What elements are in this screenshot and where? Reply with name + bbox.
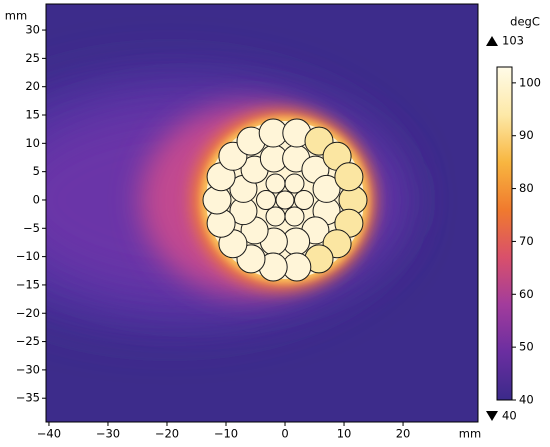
max-marker <box>486 36 498 46</box>
y-tick-label: 5 <box>33 164 40 178</box>
wire <box>312 174 341 203</box>
x-tick-label: −20 <box>155 427 179 441</box>
y-tick-label: −5 <box>23 221 40 235</box>
y-axis-unit: mm <box>5 9 27 23</box>
y-tick-label: −15 <box>16 277 40 291</box>
colorbar-tick-label: 50 <box>519 340 534 354</box>
y-tick-label: −25 <box>16 334 40 348</box>
temperature-field <box>46 4 478 422</box>
y-tick-label: −30 <box>16 362 40 376</box>
y-tick-label: 20 <box>25 79 40 93</box>
colorbar-title: degC <box>510 15 540 29</box>
x-tick-label: −30 <box>96 427 120 441</box>
colorbar-min: 40 <box>502 409 517 423</box>
colorbar-tick-label: 40 <box>519 393 534 407</box>
x-tick-label: 10 <box>337 427 352 441</box>
conductor-wires <box>202 118 368 282</box>
y-tick-label: 30 <box>25 23 40 37</box>
wire <box>284 206 305 227</box>
colorbar-tick-label: 70 <box>519 234 534 248</box>
x-tick-label: 0 <box>281 427 288 441</box>
wire <box>275 190 295 210</box>
x-tick-label: −10 <box>214 427 238 441</box>
colorbar-tick-label: 90 <box>519 128 534 142</box>
y-tick-label: −20 <box>16 306 40 320</box>
wire <box>284 173 305 194</box>
wire <box>265 173 286 194</box>
colorbar <box>496 66 513 401</box>
x-tick-label: 20 <box>396 427 411 441</box>
wire <box>265 206 286 227</box>
colorbar-tick-label: 80 <box>519 181 534 195</box>
y-tick-label: 15 <box>25 108 40 122</box>
wire <box>294 190 314 210</box>
min-marker <box>486 411 498 421</box>
y-tick-label: −10 <box>16 249 40 263</box>
y-tick-label: 10 <box>25 136 40 150</box>
plot-frame <box>45 3 479 423</box>
y-tick-label: 25 <box>25 51 40 65</box>
wire <box>256 190 276 210</box>
y-tick-label: −35 <box>16 391 40 405</box>
colorbar-max: 103 <box>502 34 524 48</box>
colorbar-tick-label: 100 <box>519 75 541 89</box>
y-tick-label: 0 <box>33 192 40 206</box>
x-axis-unit: mm <box>459 427 481 441</box>
x-tick-label: −40 <box>37 427 61 441</box>
wire <box>334 162 364 192</box>
colorbar-tick-label: 60 <box>519 287 534 301</box>
